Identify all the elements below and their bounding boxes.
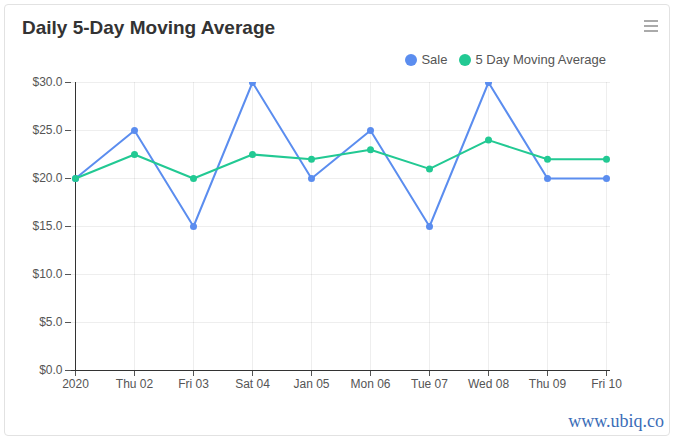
svg-text:Fri 10: Fri 10: [591, 377, 622, 391]
svg-text:Mon 06: Mon 06: [350, 377, 390, 391]
svg-text:2020: 2020: [62, 377, 89, 391]
svg-text:$15.0: $15.0: [32, 219, 62, 233]
svg-text:$10.0: $10.0: [32, 267, 62, 281]
html-text:Daily 5-Day Moving Average: Daily 5-Day Moving Average: [22, 17, 276, 38]
svg-text:Thu 09: Thu 09: [529, 377, 567, 391]
html-text:www.ubiq.co: www.ubiq.co: [568, 411, 664, 431]
svg-text:$20.0: $20.0: [32, 171, 62, 185]
svg-text:$30.0: $30.0: [32, 75, 62, 89]
svg-text:$0.0: $0.0: [39, 363, 63, 377]
svg-text:Tue 07: Tue 07: [411, 377, 448, 391]
svg-text:$25.0: $25.0: [32, 123, 62, 137]
html-text:5 Day Moving Average: 5 Day Moving Average: [475, 52, 606, 67]
svg-text:Thu 02: Thu 02: [116, 377, 154, 391]
svg-text:Wed 08: Wed 08: [468, 377, 509, 391]
svg-text:$5.0: $5.0: [39, 315, 63, 329]
html-text:Sale: Sale: [421, 52, 448, 67]
svg-text:Jan 05: Jan 05: [293, 377, 329, 391]
svg-text:Sat 04: Sat 04: [235, 377, 270, 391]
svg-text:Fri 03: Fri 03: [178, 377, 209, 391]
